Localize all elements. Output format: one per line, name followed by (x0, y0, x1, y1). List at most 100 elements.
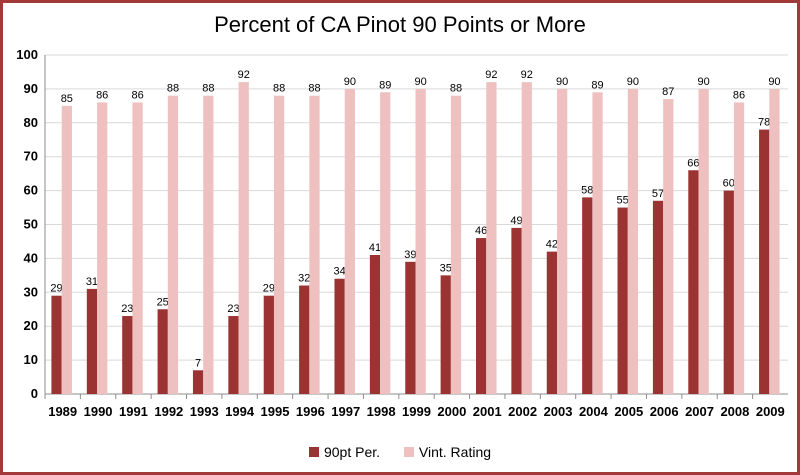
bar-90pt (688, 170, 699, 394)
data-label: 86 (96, 89, 108, 101)
x-tick-label: 1989 (48, 404, 77, 419)
bar-90pt (759, 129, 770, 394)
bar-90pt (369, 255, 381, 394)
bar-vint-rating (521, 82, 532, 395)
bar-90pt (440, 275, 451, 394)
data-label: 35 (440, 262, 452, 274)
data-label: 29 (263, 283, 275, 295)
x-tick-label: 1992 (154, 404, 183, 419)
data-label: 29 (50, 283, 62, 295)
bar-vint-rating (203, 95, 214, 395)
x-tick-label: 1995 (261, 404, 290, 419)
data-label: 78 (758, 117, 770, 129)
data-label: 60 (723, 178, 735, 190)
bar-vint-rating (663, 99, 674, 394)
bar-vint-rating (415, 88, 426, 395)
x-tick-label: 1994 (225, 404, 255, 419)
data-label: 57 (652, 188, 664, 200)
bar-90pt (476, 238, 487, 394)
data-label: 90 (556, 76, 568, 88)
bar-90pt (157, 309, 168, 394)
data-label: 90 (344, 76, 356, 88)
bar-vint-rating (769, 88, 780, 395)
x-tick-label: 1993 (190, 404, 219, 419)
data-label: 90 (627, 76, 639, 88)
bar-vint-rating (486, 82, 497, 395)
data-label: 66 (687, 157, 699, 169)
bar-90pt (299, 285, 310, 394)
x-tick-label: 2005 (614, 404, 643, 419)
data-label: 90 (768, 76, 780, 88)
data-label: 88 (202, 83, 214, 95)
data-label: 90 (698, 76, 710, 88)
bar-90pt (405, 261, 416, 394)
data-label: 87 (662, 86, 674, 98)
bar-90pt (51, 295, 62, 394)
data-label: 86 (733, 89, 745, 101)
legend-swatch-90pt (308, 447, 319, 457)
legend-label-90pt: 90pt Per. (323, 444, 381, 460)
bar-90pt (582, 197, 593, 394)
data-label: 85 (61, 93, 73, 105)
bar-vint-rating (344, 88, 355, 395)
x-tick-label: 1996 (296, 404, 325, 419)
data-label: 41 (369, 242, 381, 254)
x-tick-label: 2004 (579, 404, 609, 419)
data-label: 58 (581, 184, 593, 196)
data-label: 34 (333, 266, 345, 278)
x-tick-label: 2006 (650, 404, 679, 419)
bar-vint-rating (380, 92, 391, 394)
y-tick-label: 0 (31, 386, 38, 401)
bar-90pt (546, 251, 558, 394)
data-label: 92 (521, 69, 533, 81)
bar-90pt (192, 370, 204, 394)
bar-vint-rating (273, 95, 285, 395)
y-tick-label: 100 (16, 47, 38, 62)
x-tick-label: 2007 (685, 404, 714, 419)
legend: 90pt Per. Vint. Rating (0, 444, 800, 460)
bar-vint-rating (450, 95, 462, 395)
bar-vint-rating (592, 92, 603, 394)
data-label: 42 (546, 239, 558, 251)
bar-vint-rating (698, 88, 709, 395)
y-tick-label: 20 (24, 318, 38, 333)
data-label: 88 (308, 83, 320, 95)
x-tick-label: 1991 (119, 404, 148, 419)
data-label: 31 (86, 276, 98, 288)
data-label: 89 (379, 79, 391, 91)
x-tick-label: 1997 (331, 404, 360, 419)
bar-vint-rating (97, 102, 108, 395)
bar-90pt (511, 227, 522, 394)
bar-vint-rating (167, 95, 179, 395)
bar-90pt (723, 190, 734, 394)
data-label: 92 (238, 69, 250, 81)
chart-title: Percent of CA Pinot 90 Points or More (214, 12, 586, 37)
bar-vint-rating (238, 82, 249, 395)
bar-90pt (228, 316, 239, 394)
x-tick-label: 2001 (473, 404, 502, 419)
data-label: 86 (131, 89, 143, 101)
data-label: 25 (157, 296, 169, 308)
bar-90pt (334, 278, 345, 394)
data-label: 7 (195, 357, 201, 369)
data-label: 49 (510, 215, 522, 227)
y-tick-label: 40 (24, 250, 38, 265)
bar-90pt (652, 200, 664, 394)
bar-vint-rating (557, 88, 568, 395)
bar-vint-rating (309, 95, 320, 395)
x-tick-label: 2000 (437, 404, 466, 419)
bar-90pt (263, 295, 274, 394)
data-label: 23 (227, 303, 239, 315)
data-label: 92 (485, 69, 497, 81)
data-label: 88 (273, 83, 285, 95)
legend-item-90pt: 90pt Per. (308, 444, 381, 460)
data-label: 46 (475, 225, 487, 237)
bar-vint-rating (132, 102, 143, 395)
legend-item-vint-rating: Vint. Rating (403, 444, 491, 460)
x-tick-label: 2003 (544, 404, 573, 419)
y-tick-label: 70 (24, 149, 38, 164)
y-tick-label: 50 (24, 217, 38, 232)
data-label: 90 (415, 76, 427, 88)
data-label: 23 (121, 303, 133, 315)
bar-90pt (86, 288, 98, 394)
